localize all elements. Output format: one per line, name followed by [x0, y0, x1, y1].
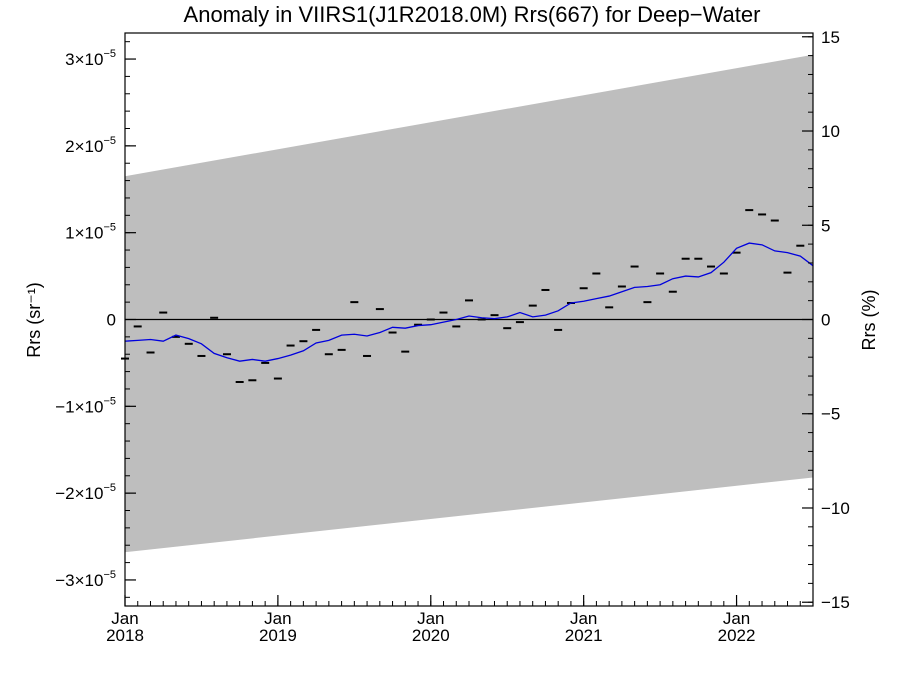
left-tick-mantissa: 2×10: [65, 137, 103, 156]
left-tick-mantissa: −3×10: [55, 571, 103, 590]
plot-frame: [124, 32, 814, 607]
right-axis-title: Rrs (%): [859, 290, 879, 351]
bottom-tick-year: 2021: [565, 626, 603, 645]
trend-line: [124, 242, 814, 362]
left-tick-exponent: −5: [103, 48, 116, 60]
bottom-tick-year: 2020: [412, 626, 450, 645]
left-axis-title: Rrs (sr⁻¹): [24, 282, 44, 357]
bottom-tick-month: Jan: [111, 609, 138, 628]
left-tick-mantissa: 3×10: [65, 50, 103, 69]
left-tick-label: −1×10−5: [55, 395, 116, 416]
left-tick-label: −2×10−5: [55, 482, 116, 503]
right-tick-label: −10: [821, 499, 850, 518]
chart-title: Anomaly in VIIRS1(J1R2018.0M) Rrs(667) f…: [184, 2, 761, 27]
left-tick-label: 2×10−5: [65, 135, 116, 156]
bottom-tick-month: Jan: [264, 609, 291, 628]
bottom-tick-year: 2019: [259, 626, 297, 645]
bottom-tick-year: 2022: [718, 626, 756, 645]
left-tick-exponent: −5: [103, 135, 116, 147]
left-tick-exponent: −5: [103, 395, 116, 407]
bottom-tick-month: Jan: [417, 609, 444, 628]
left-tick-mantissa: 0: [107, 311, 116, 330]
left-tick-mantissa: −1×10: [55, 397, 103, 416]
uncertainty-band: [125, 54, 813, 553]
bottom-tick-year: 2018: [106, 626, 144, 645]
bottom-tick-month: Jan: [723, 609, 750, 628]
left-tick-exponent: −5: [103, 482, 116, 494]
left-tick-label: 3×10−5: [65, 48, 116, 69]
left-tick-label: 0: [107, 311, 116, 330]
right-tick-label: −5: [821, 405, 840, 424]
left-tick-label: −3×10−5: [55, 569, 116, 590]
right-tick-label: 15: [821, 28, 840, 47]
left-tick-exponent: −5: [103, 569, 116, 581]
left-axis-ticks: 3×10−52×10−51×10−50−1×10−5−2×10−5−3×10−5: [55, 41, 136, 598]
left-tick-mantissa: 1×10: [65, 224, 103, 243]
right-tick-label: 0: [821, 311, 830, 330]
bottom-tick-month: Jan: [570, 609, 597, 628]
right-axis-ticks: 15 10 5 0 −5 −10 −15: [802, 28, 850, 612]
left-tick-mantissa: −2×10: [55, 484, 103, 503]
right-tick-label: −15: [821, 593, 850, 612]
right-tick-label: 10: [821, 122, 840, 141]
left-tick-exponent: −5: [103, 222, 116, 234]
monthly-points: [121, 209, 805, 384]
left-tick-label: 1×10−5: [65, 222, 116, 243]
right-tick-label: 5: [821, 216, 830, 235]
